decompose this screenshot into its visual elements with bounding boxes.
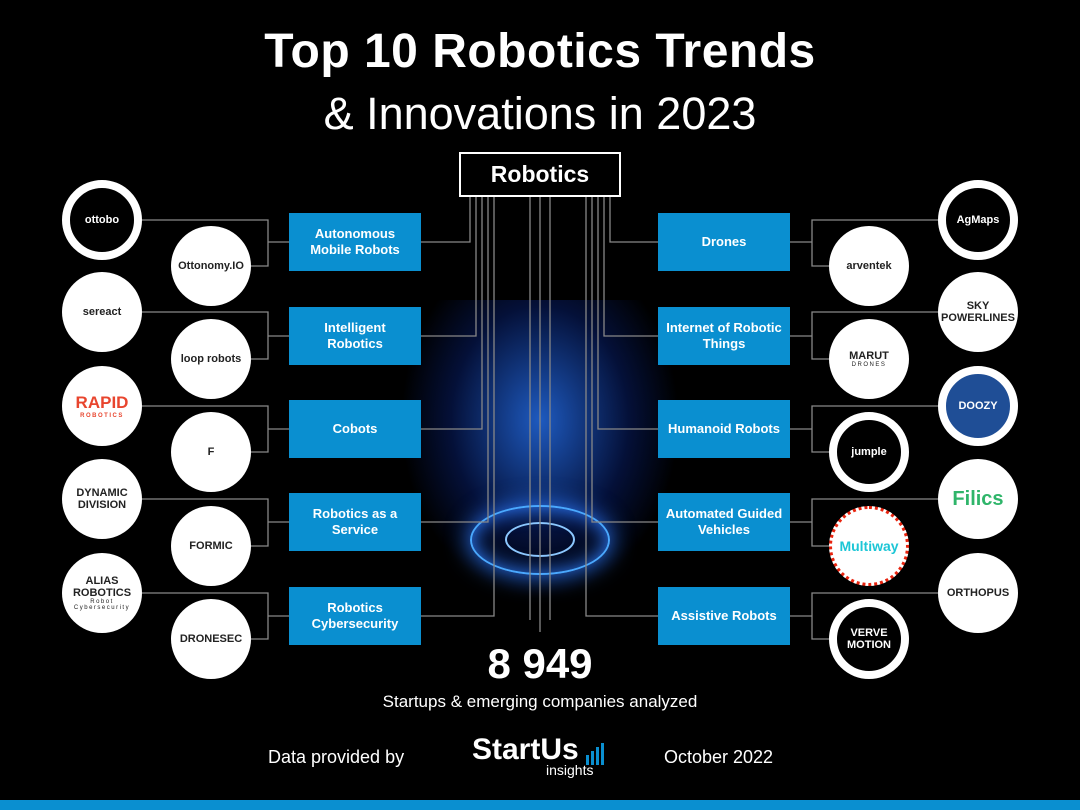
company-name: AgMaps [956, 214, 1000, 226]
company-name: Filics [952, 487, 1004, 510]
company-logo-outer: ottobo [62, 180, 142, 260]
startus-insights-logo: StartUs insights [472, 733, 612, 778]
company-name: Multiway [839, 538, 899, 554]
company-name: Ottonomy.IO [178, 260, 244, 272]
bars-icon [586, 743, 606, 765]
trend-box: Drones [658, 213, 790, 271]
connector [142, 405, 289, 453]
connector [421, 197, 489, 523]
company-name: RAPID [75, 393, 129, 412]
connector [790, 592, 938, 640]
connector [421, 197, 471, 243]
company-logo-outer: Filics [938, 459, 1018, 539]
brand-name: StartUs [472, 733, 579, 766]
company-logo-inner: arventek [829, 226, 909, 306]
root-node-robotics: Robotics [459, 152, 621, 197]
company-logo-outer: RAPID ROBOTICS [62, 366, 142, 446]
connector [790, 311, 938, 360]
company-logo-outer: ORTHOPUS [938, 553, 1018, 633]
trend-box: Cobots [289, 400, 421, 458]
trend-box: Autonomous Mobile Robots [289, 213, 421, 271]
company-name: MARUT [849, 350, 889, 362]
company-name: loop robots [180, 353, 242, 365]
company-name: sereact [82, 306, 122, 318]
company-logo-outer: SKY POWERLINES [938, 272, 1018, 352]
trend-box: Automated Guided Vehicles [658, 493, 790, 551]
company-logo-inner: MARUT DRONES [829, 319, 909, 399]
connector [597, 197, 658, 430]
company-logo-outer: DOOZY [938, 366, 1018, 446]
title-line-1: Top 10 Robotics Trends [264, 25, 816, 78]
connector [529, 197, 551, 632]
connector [585, 197, 658, 617]
title-line-2: & Innovations in 2023 [323, 88, 757, 139]
trend-box: Humanoid Robots [658, 400, 790, 458]
data-provided-label: Data provided by [268, 747, 405, 767]
connector [421, 197, 483, 430]
company-logo-outer: sereact [62, 272, 142, 352]
connector [421, 197, 477, 337]
company-logo-inner: FORMIC [171, 506, 251, 586]
company-logo-outer: ALIAS ROBOTICS Robot Cybersecurity [62, 553, 142, 633]
company-name: ALIAS ROBOTICS [72, 575, 132, 599]
company-logo-inner: loop robots [171, 319, 251, 399]
brand-sub: insights [546, 762, 594, 778]
connector [142, 498, 289, 547]
company-name: ottobo [84, 214, 120, 226]
connector [790, 405, 938, 453]
connector [142, 219, 289, 267]
company-tagline: Robot Cybersecurity [73, 599, 131, 611]
connector [790, 498, 938, 547]
connector [609, 197, 658, 243]
company-name: jumple [851, 446, 887, 458]
company-logo-inner: DRONESEC [171, 599, 251, 679]
connector [591, 197, 658, 523]
connector [421, 197, 495, 617]
trend-box: Robotics as a Service [289, 493, 421, 551]
company-tagline: DRONES [851, 362, 887, 368]
report-date: October 2022 [664, 747, 774, 767]
company-logo-inner: VERVE MOTION [829, 599, 909, 679]
bottom-accent-bar [0, 800, 1080, 810]
trend-box: Assistive Robots [658, 587, 790, 645]
company-logo-inner: Multiway [829, 506, 909, 586]
company-name: ORTHOPUS [946, 587, 1010, 599]
company-tagline: ROBOTICS [80, 413, 124, 419]
trend-box: Robotics Cybersecurity [289, 587, 421, 645]
company-name: VERVE MOTION [847, 627, 891, 651]
company-name: DOOZY [958, 400, 998, 412]
company-name: FORMIC [189, 540, 233, 552]
trend-box: Intelligent Robotics [289, 307, 421, 365]
company-name: F [207, 446, 215, 458]
connector [142, 311, 289, 360]
connector [142, 592, 289, 640]
company-logo-outer: DYNAMIC DIVISION [62, 459, 142, 539]
company-name: DYNAMIC DIVISION [76, 487, 128, 511]
company-name: DRONESEC [179, 633, 243, 645]
company-name: SKY POWERLINES [941, 300, 1015, 324]
connector [790, 219, 938, 267]
company-logo-inner: jumple [829, 412, 909, 492]
trend-box: Internet of Robotic Things [658, 307, 790, 365]
company-name: arventek [846, 260, 892, 272]
company-logo-outer: AgMaps [938, 180, 1018, 260]
connector [603, 197, 658, 337]
startup-count-label: Startups & emerging companies analyzed [382, 692, 698, 711]
company-logo-inner: F [171, 412, 251, 492]
startup-count: 8 949 [487, 640, 593, 687]
company-logo-inner: Ottonomy.IO [171, 226, 251, 306]
